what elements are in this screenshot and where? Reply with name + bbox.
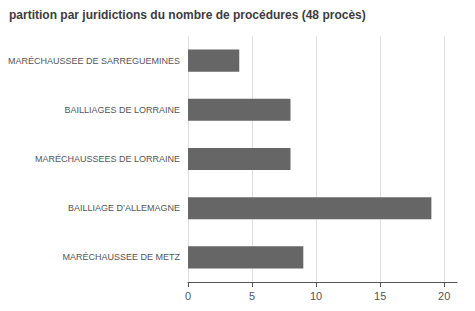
svg-text:BAILLIAGES DE LORRAINE: BAILLIAGES DE LORRAINE	[64, 105, 180, 115]
svg-text:20: 20	[438, 290, 450, 302]
svg-text:MARÉCHAUSSEES DE LORRAINE: MARÉCHAUSSEES DE LORRAINE	[35, 154, 180, 164]
svg-text:partition par juridictions du: partition par juridictions du nombre de …	[9, 8, 366, 22]
svg-text:MARÉCHAUSSEE DE SARREGUEMINES: MARÉCHAUSSEE DE SARREGUEMINES	[8, 56, 180, 66]
svg-text:15: 15	[374, 290, 386, 302]
svg-text:MARÉCHAUSSEE DE METZ: MARÉCHAUSSEE DE METZ	[63, 252, 181, 262]
svg-text:10: 10	[310, 290, 322, 302]
svg-text:5: 5	[249, 290, 255, 302]
svg-text:0: 0	[185, 290, 191, 302]
svg-text:BAILLIAGE D’ALLEMAGNE: BAILLIAGE D’ALLEMAGNE	[68, 203, 180, 213]
